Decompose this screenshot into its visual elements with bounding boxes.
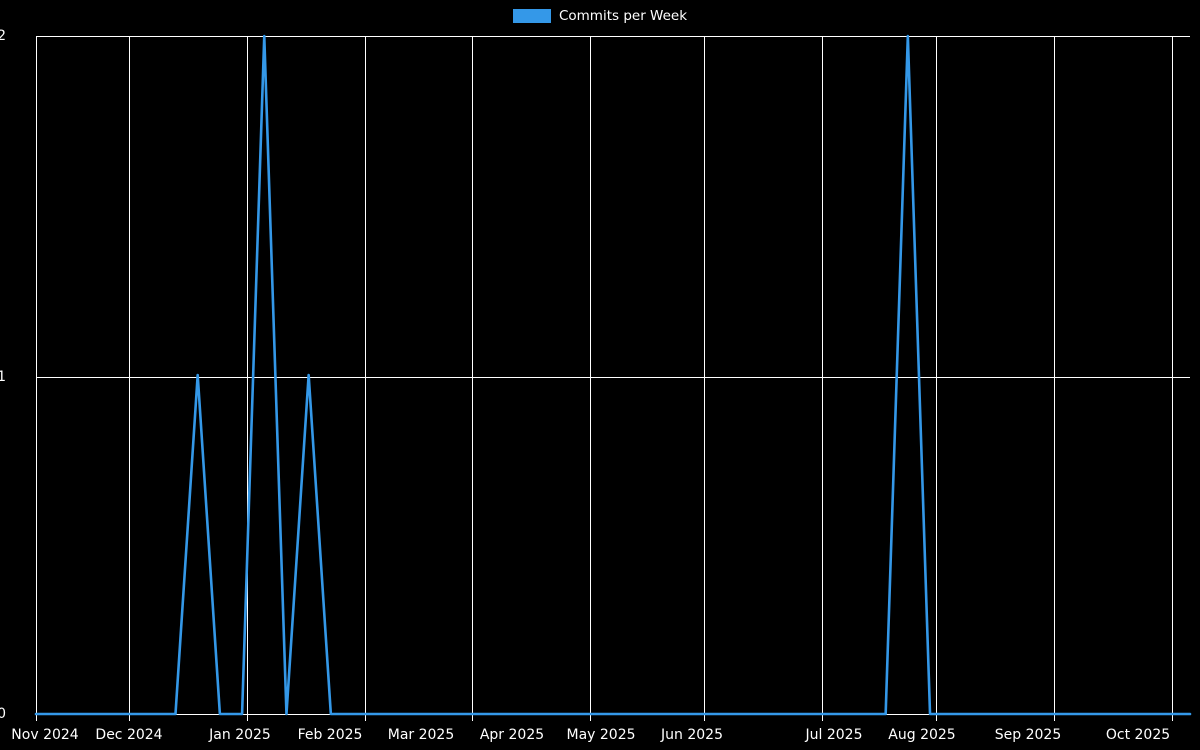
legend-swatch-commits-per-week (512, 9, 551, 23)
x-axis-tick-nov-2024: Nov 2024 (11, 727, 79, 743)
x-tick-mark-jan-2025 (247, 714, 248, 721)
y-axis-tick-2: 2 (0, 28, 6, 44)
gridline-y-1 (36, 377, 1190, 378)
gridline-x-apr-2025 (590, 36, 591, 714)
x-axis-tick-feb-2025: Feb 2025 (297, 727, 363, 743)
gridline-x-jan-2025 (247, 36, 248, 714)
gridline-x-dec-2024 (129, 36, 130, 714)
x-tick-mark-may-2025 (704, 714, 705, 721)
x-axis-tick-mar-2025: Mar 2025 (387, 727, 455, 743)
x-tick-mark-nov-2024 (36, 714, 37, 721)
x-tick-mark-mar-2025 (472, 714, 473, 721)
x-axis-tick-oct-2025: Oct 2025 (1105, 727, 1171, 743)
gridline-y-2 (36, 36, 1190, 37)
x-axis-tick-may-2025: May 2025 (566, 727, 636, 743)
x-tick-mark-jul-2025 (936, 714, 937, 721)
x-tick-mark-sep-2025 (1172, 714, 1173, 721)
gridline-x-jul-2025 (936, 36, 937, 714)
gridline-x-nov-2024 (36, 36, 37, 714)
x-axis-tick-jun-2025: Jun 2025 (661, 727, 723, 743)
gridline-x-mar-2025 (472, 36, 473, 714)
x-tick-mark-aug-2025 (1054, 714, 1055, 721)
x-axis-tick-sep-2025: Sep 2025 (994, 727, 1062, 743)
legend-label-commits-per-week: Commits per Week (558, 8, 688, 24)
y-axis-tick-1: 1 (0, 369, 6, 385)
x-axis-tick-dec-2024: Dec 2024 (95, 727, 163, 743)
x-axis-tick-jan-2025: Jan 2025 (209, 727, 271, 743)
x-tick-mark-jun-2025 (822, 714, 823, 721)
gridline-y-0 (36, 714, 1190, 715)
x-axis-tick-aug-2025: Aug 2025 (888, 727, 956, 743)
chart-legend: Commits per Week (0, 0, 1200, 32)
gridline-x-jun-2025 (822, 36, 823, 714)
gridline-x-aug-2025 (1054, 36, 1055, 714)
y-axis-tick-0: 0 (0, 706, 6, 722)
gridline-x-may-2025 (704, 36, 705, 714)
gridline-x-feb-2025 (365, 36, 366, 714)
gridline-x-sep-2025 (1172, 36, 1173, 714)
x-axis-tick-apr-2025: Apr 2025 (479, 727, 545, 743)
x-axis-tick-jul-2025: Jul 2025 (805, 727, 863, 743)
x-tick-mark-apr-2025 (590, 714, 591, 721)
x-tick-mark-dec-2024 (129, 714, 130, 721)
x-tick-mark-feb-2025 (365, 714, 366, 721)
plot-area (36, 36, 1190, 715)
